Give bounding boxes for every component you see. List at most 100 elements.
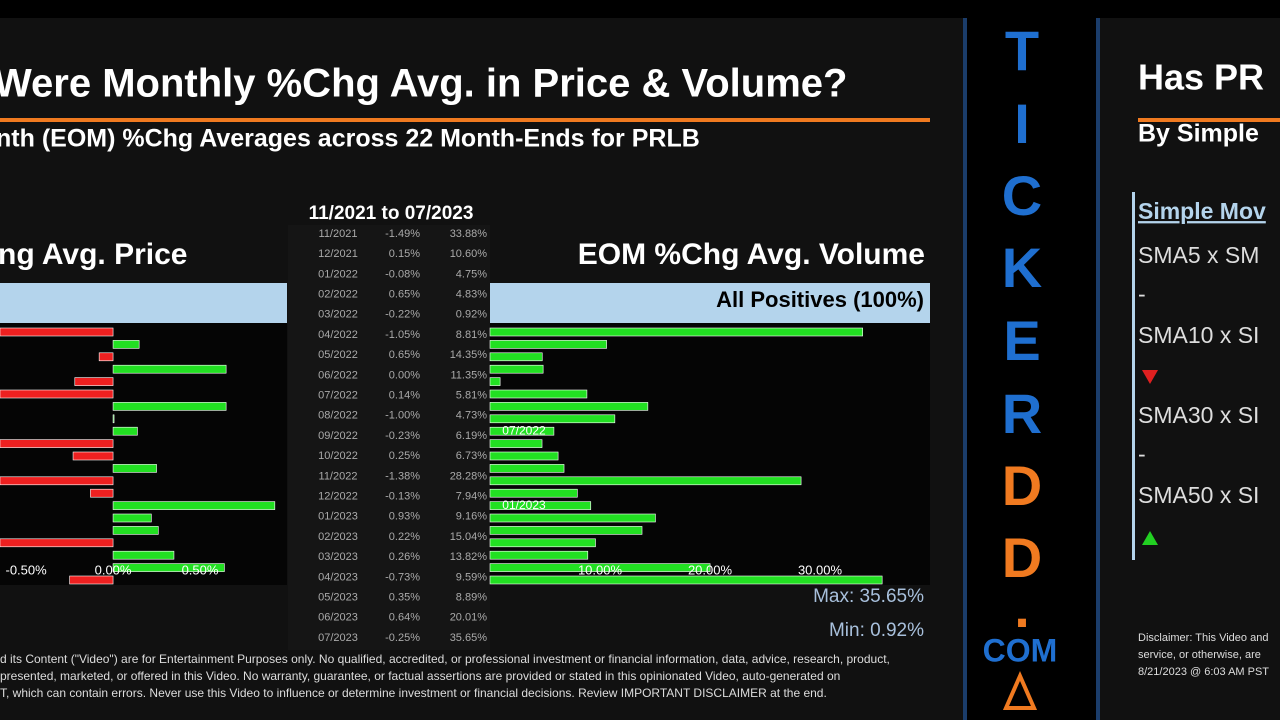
bar (489, 488, 578, 498)
max-label: Max: 35.65% (813, 586, 924, 607)
bar (112, 563, 225, 572)
table-volume: 33.88% (450, 228, 488, 240)
bar (0, 327, 114, 337)
x-tick-label: 20.00% (688, 562, 733, 577)
logo-letter: R (1002, 382, 1042, 445)
table-date: 07/2023 (318, 632, 358, 644)
table-price: 0.14% (389, 390, 420, 402)
bar (112, 526, 159, 535)
table-date: 09/2022 (318, 430, 358, 442)
logo-suffix: COM (983, 632, 1058, 668)
table-date: 01/2022 (318, 268, 358, 280)
table-price: -0.22% (385, 309, 420, 321)
x-tick-label: 0.00% (95, 562, 132, 577)
logo-letter: D (1002, 454, 1042, 517)
table-date: 04/2022 (318, 329, 358, 341)
bar (489, 364, 544, 374)
bar (489, 575, 883, 585)
bar (489, 402, 649, 411)
banner (0, 283, 287, 323)
table-price: 0.65% (389, 289, 420, 301)
bar (489, 476, 802, 486)
table-volume: 4.75% (456, 268, 487, 280)
bar (0, 538, 114, 548)
logo-letter: E (1003, 309, 1040, 372)
logo-letter: C (1002, 164, 1042, 227)
bar (112, 340, 140, 349)
table-volume: 5.81% (456, 390, 487, 402)
sma-item: SMA5 x SM (1138, 242, 1259, 268)
disclaimer: T, which can contain errors. Never use t… (0, 686, 827, 700)
disclaimer: presented, marketed, or offered in this … (0, 669, 840, 683)
table-price: 0.00% (389, 369, 420, 381)
banner (490, 283, 930, 323)
disclaimer: service, or otherwise, are (1138, 649, 1261, 661)
table-volume: 6.73% (456, 450, 487, 462)
table-date: 11/2021 (319, 228, 358, 240)
table-bg (288, 225, 490, 650)
table-price: -0.23% (385, 430, 420, 442)
bar (112, 464, 157, 473)
table-volume: 9.59% (456, 571, 487, 583)
logo-letter: I (1014, 92, 1030, 155)
table-volume: 8.81% (456, 329, 487, 341)
table-date: 07/2022 (318, 390, 358, 402)
table-date: 02/2022 (318, 289, 358, 301)
sma-item: - (1138, 281, 1146, 307)
table-price: -1.38% (385, 470, 420, 482)
section-title: Simple Mov (1138, 198, 1266, 224)
table-date: 10/2022 (318, 450, 358, 462)
table-volume: 28.28% (450, 470, 488, 482)
sma-item: SMA10 x SI (1138, 322, 1259, 348)
bar (489, 550, 589, 560)
bar (489, 414, 616, 424)
disclaimer: 8/21/2023 @ 6:03 AM PST (1138, 666, 1269, 678)
bar (0, 389, 114, 399)
bar (489, 538, 596, 548)
table-volume: 20.01% (450, 612, 488, 624)
bar (489, 451, 559, 461)
table-price: 0.64% (389, 612, 420, 624)
table-date: 01/2023 (318, 511, 358, 523)
table-price: -0.13% (385, 491, 420, 503)
table-date: 06/2023 (318, 612, 358, 624)
bar (112, 513, 152, 523)
bar (112, 402, 227, 411)
bar (489, 389, 588, 399)
table-price: 0.26% (389, 551, 420, 563)
bar (0, 476, 114, 486)
banner-text: All Positives (100%) (716, 287, 924, 312)
title: Were Monthly %Chg Avg. in Price & Volume… (0, 62, 847, 106)
table-volume: 6.19% (456, 430, 487, 442)
bar (489, 513, 656, 523)
table-volume: 15.04% (450, 531, 488, 543)
table-volume: 13.82% (450, 551, 488, 563)
bar (489, 377, 501, 386)
bar (489, 563, 711, 572)
bar (112, 414, 115, 424)
bar (112, 364, 227, 374)
disclaimer: d its Content ("Video") are for Entertai… (0, 652, 890, 666)
bar (112, 501, 276, 510)
bar (98, 352, 114, 362)
bar (112, 426, 138, 436)
bar (489, 426, 555, 436)
panel-border (1096, 18, 1100, 720)
table-date: 04/2023 (318, 571, 358, 583)
bar (112, 550, 175, 560)
logo-icon (1002, 671, 1038, 710)
table-date: 11/2022 (319, 470, 358, 482)
table-price: 0.65% (389, 349, 420, 361)
annotation: 07/2022 (502, 423, 546, 437)
table-volume: 4.83% (456, 289, 487, 301)
date-range: 11/2021 to 07/2023 (309, 203, 474, 224)
up-arrow (1142, 531, 1158, 545)
x-tick-label: -0.50% (5, 562, 47, 577)
disclaimer: Disclaimer: This Video and (1138, 632, 1268, 644)
sma-item: - (1138, 441, 1146, 467)
x-tick-label: 30.00% (798, 562, 843, 577)
bar (0, 439, 114, 448)
table-price: -1.00% (385, 410, 420, 422)
table-date: 02/2023 (318, 531, 358, 543)
